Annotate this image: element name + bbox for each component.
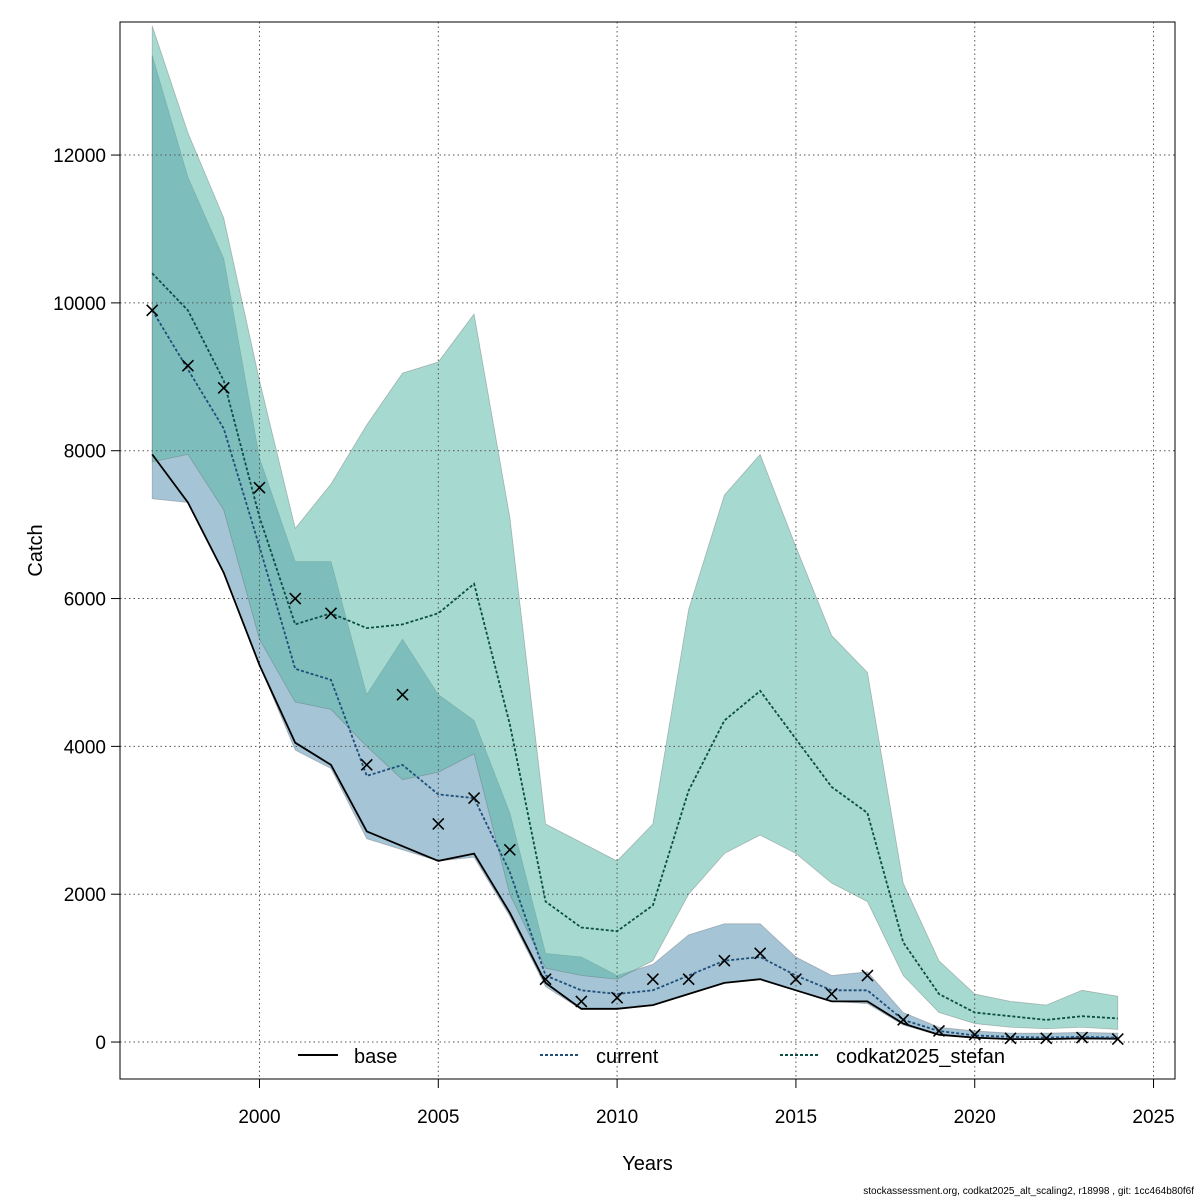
legend-label: current bbox=[596, 1046, 659, 1068]
y-tick-label: 8000 bbox=[64, 442, 106, 463]
observation-point bbox=[897, 1013, 910, 1026]
legend-item-codkat2025_stefan: codkat2025_stefan bbox=[780, 1046, 1005, 1068]
observation-point bbox=[575, 995, 588, 1008]
x-tick-label: 2000 bbox=[238, 1107, 280, 1128]
observation-point bbox=[932, 1024, 946, 1038]
observation-point bbox=[467, 792, 481, 805]
observation-point bbox=[324, 607, 338, 620]
observation-point bbox=[253, 481, 266, 494]
observation-point bbox=[1040, 1032, 1053, 1045]
confidence-bands bbox=[151, 25, 1119, 1040]
y-tick-label: 0 bbox=[95, 1033, 106, 1054]
observation-point bbox=[289, 592, 302, 605]
observation-point bbox=[1111, 1033, 1124, 1046]
y-tick-label: 6000 bbox=[64, 590, 106, 611]
observation-point bbox=[1075, 1031, 1089, 1044]
observation-point bbox=[968, 1028, 981, 1041]
observation-point bbox=[611, 991, 624, 1004]
observation-point bbox=[861, 969, 874, 982]
observation-point bbox=[432, 817, 445, 831]
observation-point bbox=[1004, 1032, 1017, 1045]
observation-point bbox=[146, 304, 159, 317]
y-tick-label: 2000 bbox=[64, 885, 106, 906]
observation-point bbox=[539, 973, 552, 986]
legend-item-base: base bbox=[298, 1046, 397, 1068]
x-axis-title: Years bbox=[622, 1153, 672, 1175]
observation-point bbox=[682, 973, 695, 986]
observation-point bbox=[396, 688, 409, 701]
y-tick-label: 12000 bbox=[53, 146, 106, 167]
x-axis: 2000 2005 2010 2015 2020 2025 bbox=[238, 1078, 1175, 1128]
observation-point bbox=[718, 954, 731, 967]
x-tick-label: 2015 bbox=[775, 1107, 817, 1128]
observation-point bbox=[646, 973, 659, 986]
observation-markers bbox=[146, 304, 1124, 1046]
series-lines bbox=[151, 272, 1118, 1040]
observation-point bbox=[754, 947, 767, 960]
observation-point bbox=[181, 359, 195, 372]
band-codkat2025_stefan bbox=[151, 25, 1119, 1030]
legend-label: base bbox=[354, 1046, 397, 1068]
line-base bbox=[151, 453, 1118, 1040]
line-codkat2025_stefan bbox=[151, 272, 1118, 1021]
y-tick-label: 4000 bbox=[64, 737, 106, 758]
line-current bbox=[151, 309, 1118, 1039]
legend: base current codkat2025_stefan bbox=[298, 1046, 1005, 1068]
x-tick-label: 2005 bbox=[417, 1107, 459, 1128]
x-tick-label: 2025 bbox=[1132, 1107, 1174, 1128]
x-tick-label: 2020 bbox=[954, 1107, 996, 1128]
observation-point bbox=[789, 973, 802, 986]
legend-label: codkat2025_stefan bbox=[836, 1046, 1005, 1068]
footer-note: stockassessment.org, codkat2025_alt_scal… bbox=[863, 1186, 1194, 1197]
observation-point bbox=[360, 758, 373, 771]
y-axis-title: Catch bbox=[25, 524, 47, 576]
y-axis: 0 2000 4000 6000 8000 10000 12000 bbox=[53, 146, 121, 1054]
observation-point bbox=[825, 987, 838, 1001]
observation-point bbox=[217, 381, 230, 394]
legend-item-current: current bbox=[540, 1046, 659, 1068]
y-tick-label: 10000 bbox=[53, 294, 106, 315]
x-tick-label: 2010 bbox=[596, 1107, 638, 1128]
observation-point bbox=[503, 843, 516, 856]
